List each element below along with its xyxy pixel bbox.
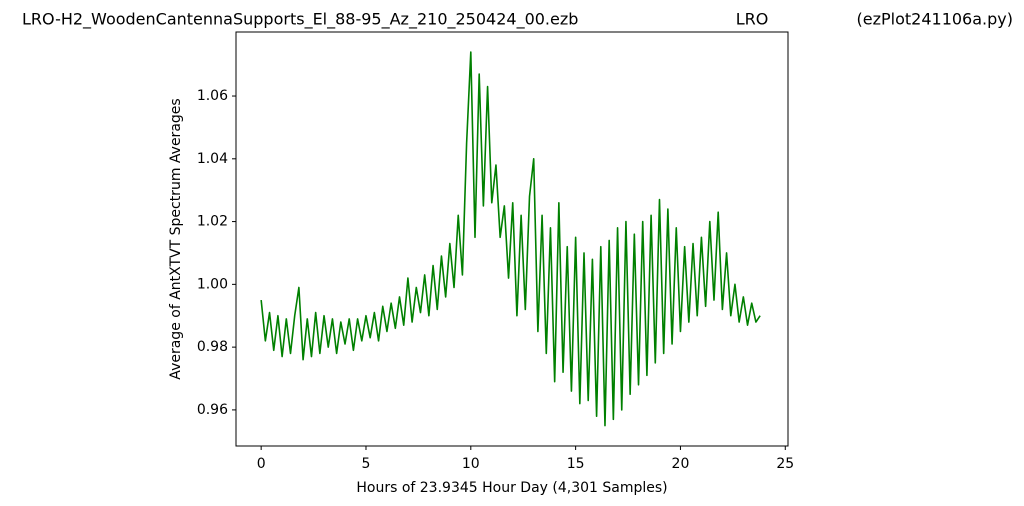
script-name: (ezPlot241106a.py) bbox=[857, 10, 1013, 29]
chart-title: LRO-H2_WoodenCantennaSupports_El_88-95_A… bbox=[22, 10, 578, 30]
y-tick-label: 0.98 bbox=[197, 339, 228, 355]
x-tick-label: 25 bbox=[776, 456, 794, 472]
data-line bbox=[260, 51, 761, 427]
y-axis-label: Average of AntXTVT Spectrum Averages bbox=[168, 98, 184, 379]
x-tick-label: 20 bbox=[672, 456, 690, 472]
y-tick-label: 1.04 bbox=[197, 151, 228, 167]
plot-frame bbox=[235, 31, 789, 447]
y-tick-label: 1.00 bbox=[197, 276, 228, 292]
x-tick-label: 10 bbox=[462, 456, 480, 472]
x-axis-label: Hours of 23.9345 Hour Day (4,301 Samples… bbox=[356, 480, 667, 496]
y-tick-label: 1.06 bbox=[197, 88, 228, 104]
y-tick-label: 0.96 bbox=[197, 402, 228, 418]
x-tick-label: 15 bbox=[567, 456, 585, 472]
x-tick-label: 5 bbox=[362, 456, 371, 472]
x-tick-label: 0 bbox=[257, 456, 266, 472]
chart-subtitle: LRO bbox=[736, 10, 769, 29]
y-tick-label: 1.02 bbox=[197, 214, 228, 230]
